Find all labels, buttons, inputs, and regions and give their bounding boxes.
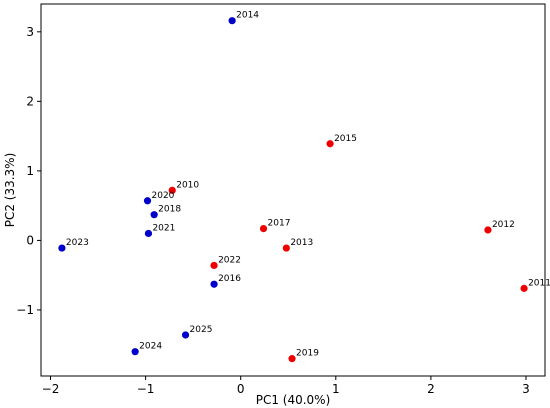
data-point-2023 <box>58 244 66 252</box>
data-point-2024 <box>131 348 139 356</box>
point-label-2020: 2020 <box>152 191 175 201</box>
y-axis-label: PC2 (33.3%) <box>3 153 17 228</box>
point-label-2018: 2018 <box>158 205 181 215</box>
data-point-2016 <box>210 280 218 288</box>
y-tick-label: −1 <box>16 303 34 317</box>
y-tick-label: 1 <box>26 164 34 178</box>
point-label-2022: 2022 <box>218 255 241 265</box>
data-point-2014 <box>228 17 236 25</box>
y-tick-label: 3 <box>26 25 34 39</box>
data-point-2010 <box>168 186 176 194</box>
data-point-2021 <box>144 229 153 238</box>
point-label-2023: 2023 <box>66 238 89 248</box>
point-label-2021: 2021 <box>152 223 175 233</box>
x-axis-label: PC1 (40.0%) <box>256 393 331 407</box>
x-tick-label: 2 <box>427 382 435 396</box>
point-label-2025: 2025 <box>190 325 213 335</box>
data-point-2025 <box>181 331 190 339</box>
x-tick-label: 0 <box>237 382 245 396</box>
point-label-2019: 2019 <box>296 349 319 359</box>
point-label-2015: 2015 <box>334 134 357 144</box>
x-tick-label: −2 <box>42 382 60 396</box>
data-point-2019 <box>288 355 296 363</box>
data-point-2015 <box>326 140 334 148</box>
data-point-2011 <box>520 284 528 292</box>
point-label-2013: 2013 <box>290 238 313 248</box>
data-point-2013 <box>282 244 290 252</box>
data-point-2017 <box>259 224 268 233</box>
y-tick-label: 0 <box>26 233 34 247</box>
x-tick-label: 3 <box>522 382 530 396</box>
data-point-2022 <box>210 261 218 270</box>
x-tick-label: 1 <box>332 382 340 396</box>
plot-frame <box>40 3 546 377</box>
data-point-2018 <box>150 211 158 219</box>
axis-ticks: −2 −1 0 1 2 3 −1 0 1 2 3 <box>16 25 530 396</box>
y-tick-label: 2 <box>26 94 34 108</box>
data-point-2020 <box>143 197 152 205</box>
point-label-2010: 2010 <box>176 180 199 190</box>
data-points <box>58 17 528 363</box>
point-label-2017: 2017 <box>268 219 291 229</box>
point-label-2012: 2012 <box>492 220 515 230</box>
data-point-2012 <box>484 226 492 234</box>
x-tick-label: −1 <box>137 382 155 396</box>
point-label-2011: 2011 <box>528 278 550 288</box>
point-label-2014: 2014 <box>236 11 259 21</box>
point-label-2024: 2024 <box>139 342 162 352</box>
point-labels: 2010 2011 2012 2013 2014 2015 2016 2017 2018 2019… <box>66 11 550 359</box>
point-label-2016: 2016 <box>218 274 241 284</box>
